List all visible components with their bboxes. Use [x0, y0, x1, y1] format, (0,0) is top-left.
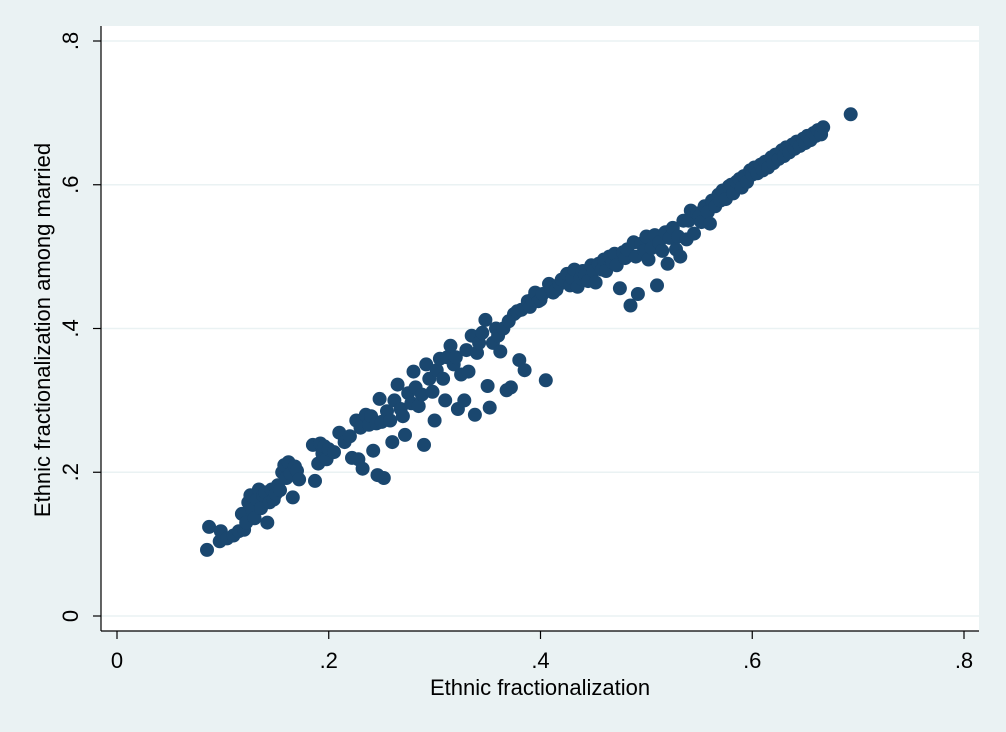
scatter-point [414, 387, 429, 402]
scatter-point [480, 379, 495, 393]
scatter-point [398, 427, 412, 442]
y-tick-label: .4 [58, 319, 83, 337]
scatter-point [467, 407, 482, 422]
scatter-point [650, 278, 664, 293]
y-tick-label: .8 [58, 32, 83, 50]
scatter-point [292, 472, 307, 487]
scatter-point [623, 298, 638, 313]
scatter-point [843, 107, 858, 122]
scatter-point [630, 287, 645, 301]
scatter-point [612, 281, 627, 296]
scatter-point [438, 393, 453, 408]
x-tick-label: 0 [111, 648, 123, 673]
scatter-point [285, 490, 300, 505]
scatter-point [443, 338, 458, 353]
x-axis-ticks: 0 .2 .4 .6 .8 [111, 631, 973, 673]
scatter-point [482, 400, 497, 415]
x-tick-label: .2 [320, 648, 338, 673]
scatter-point [538, 373, 553, 388]
scatter-point [273, 483, 287, 498]
scatter-point [370, 468, 385, 483]
scatter-point [342, 429, 357, 444]
scatter-point [406, 364, 421, 379]
scatter-point [816, 120, 831, 135]
scatter-point [461, 364, 476, 379]
scatter-point [308, 473, 322, 488]
scatter-point [493, 344, 508, 359]
scatter-point [383, 413, 398, 428]
y-axis-ticks: 0 .2 .4 .6 .8 [58, 32, 101, 622]
scatter-point [372, 391, 387, 406]
y-tick-label: .2 [58, 463, 83, 481]
x-axis-title: Ethnic fractionalization [430, 675, 650, 700]
scatter-point [588, 275, 603, 290]
scatter-point [327, 445, 341, 460]
scatter-point [687, 226, 701, 241]
y-axis-title: Ethnic fractionalization among married [30, 143, 55, 517]
scatter-point [503, 380, 518, 395]
scatter-point [202, 519, 217, 534]
scatter-point [475, 325, 490, 340]
scatter-point [200, 542, 214, 557]
y-tick-label: .6 [58, 176, 83, 194]
scatter-point [448, 350, 463, 365]
y-tick-label: 0 [58, 610, 83, 622]
x-tick-label: .6 [743, 648, 761, 673]
scatter-point [411, 399, 426, 414]
scatter-point [436, 371, 451, 386]
scatter-point [660, 256, 675, 271]
scatter-point [355, 461, 370, 476]
x-tick-label: .4 [531, 648, 549, 673]
scatter-point [366, 443, 381, 458]
scatter-point [673, 249, 688, 264]
scatter-point [425, 384, 440, 399]
scatter-point [419, 357, 434, 372]
scatter-point [517, 363, 532, 378]
scatter-point [247, 511, 262, 526]
scatter-point [702, 216, 717, 231]
scatter-point [427, 413, 442, 428]
scatter-point [395, 409, 410, 424]
scatter-point [457, 393, 472, 408]
scatter-point [260, 515, 275, 530]
scatter-point [417, 437, 431, 452]
x-tick-label: .8 [955, 648, 973, 673]
gridlines [101, 40, 979, 617]
scatter-point [641, 252, 656, 267]
scatter-point [459, 343, 474, 358]
scatter-point [478, 312, 493, 327]
scatter-point [390, 377, 405, 392]
scatter-points [200, 107, 858, 557]
scatter-point [655, 243, 670, 258]
scatter-point [385, 435, 400, 450]
